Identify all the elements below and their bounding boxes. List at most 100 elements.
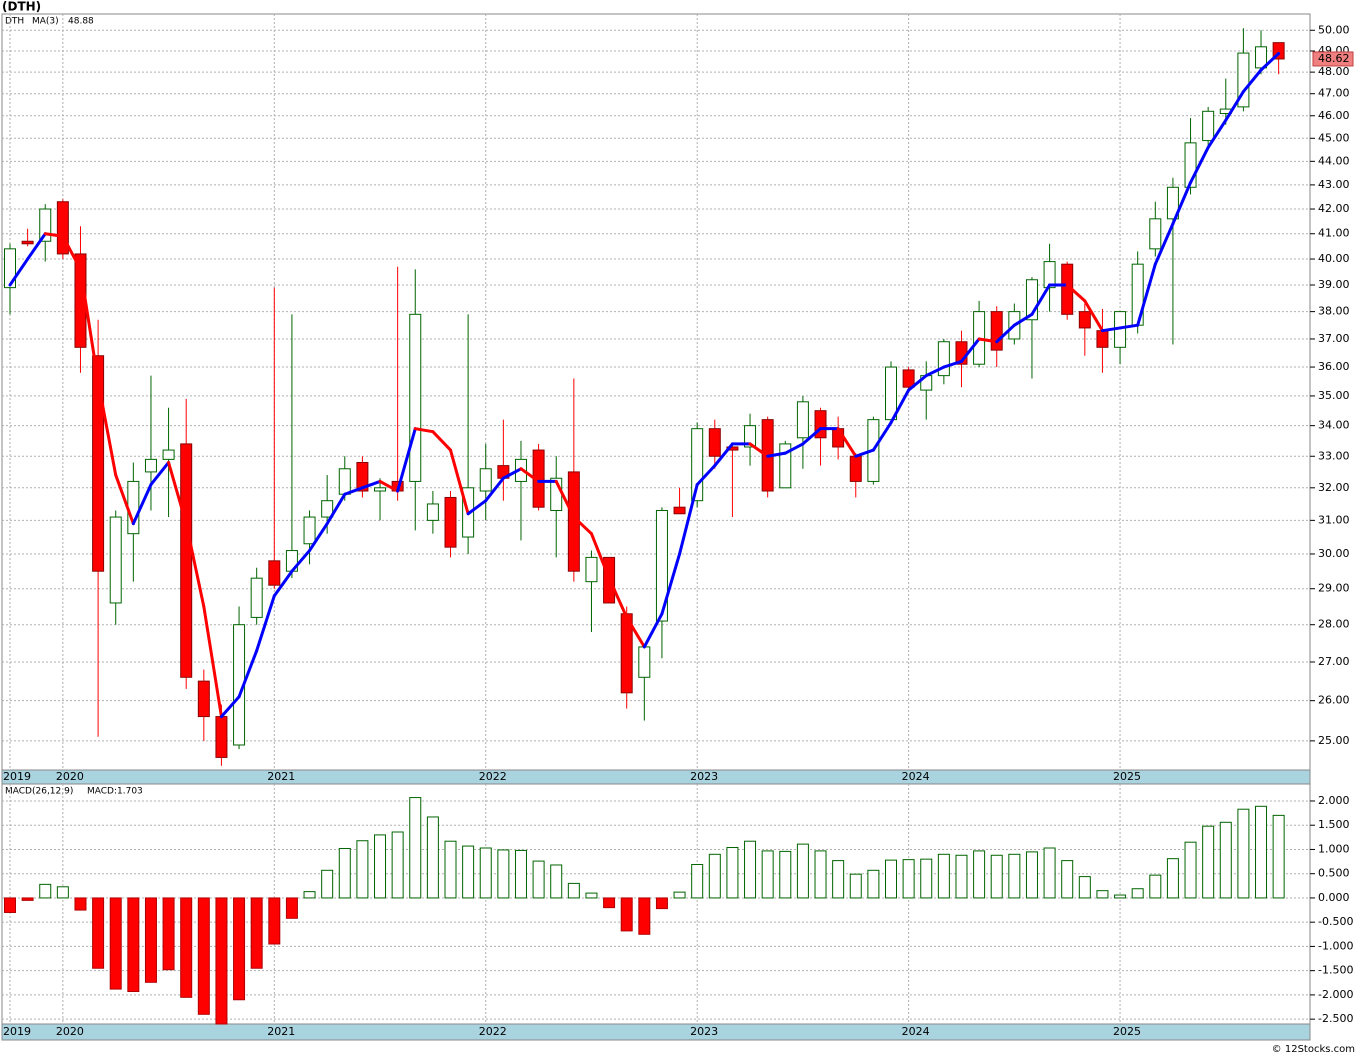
candle-body (127, 480, 140, 535)
macd-bar (990, 854, 1003, 899)
macd-bar (761, 850, 774, 899)
ma-segment (96, 379, 118, 477)
ma-segment (1030, 283, 1052, 316)
candle-body (39, 208, 52, 242)
ma-segment (184, 522, 206, 609)
macd-bar (92, 897, 105, 969)
x-axis-strip (1, 1023, 1311, 1041)
candle-body (303, 516, 316, 545)
ma-segment (1189, 145, 1210, 185)
macd-bar (832, 860, 845, 899)
macd-bar (585, 892, 598, 899)
ma-segment (149, 460, 171, 487)
macd-bar (673, 891, 686, 899)
y-tick-label: 45.00 (1318, 131, 1350, 144)
ma-segment (554, 479, 576, 519)
ma-segment (167, 460, 188, 526)
macd-bar (109, 897, 122, 990)
page-title: (DTH) (2, 0, 41, 14)
x-tick-label: 2023 (690, 770, 718, 783)
y-tick-label: 38.00 (1318, 305, 1350, 318)
ma-segment (1153, 222, 1175, 266)
ma-segment (836, 427, 858, 458)
ma-segment (625, 615, 646, 649)
ma-segment (854, 448, 875, 458)
macd-bar (479, 847, 492, 899)
ma-segment (572, 515, 593, 536)
macd-bar (268, 897, 281, 945)
macd-bar (39, 883, 52, 899)
y-tick-label: 0.500 (1318, 867, 1350, 880)
price-panel (1, 13, 1311, 771)
ma-segment (343, 486, 364, 496)
y-tick-label: 26.00 (1318, 694, 1350, 707)
macd-bar (56, 886, 69, 899)
macd-bar (885, 859, 897, 899)
candle-body (885, 366, 897, 421)
candle-body (638, 646, 651, 678)
ma-segment (413, 427, 435, 434)
y-tick-label: 48.00 (1318, 65, 1350, 78)
macd-bar (655, 897, 668, 910)
macd-bar (1114, 894, 1127, 899)
macd-bar (1184, 841, 1197, 899)
ma-segment (272, 569, 294, 598)
ma-segment (8, 257, 30, 287)
x-tick-label: 2023 (690, 1025, 718, 1038)
y-tick-label: 44.00 (1318, 154, 1350, 167)
ma-segment (642, 612, 664, 649)
candle-body (92, 355, 105, 572)
ma-segment (78, 267, 100, 383)
x-tick-label: 2025 (1113, 1025, 1141, 1038)
macd-bar (744, 840, 757, 899)
ma-segment (501, 467, 523, 480)
macd-bar (444, 840, 457, 899)
y-tick-label: 29.00 (1318, 582, 1350, 595)
candle-body (444, 496, 457, 548)
legend-symbol: DTH (5, 17, 24, 27)
macd-bar (197, 897, 210, 1015)
y-tick-label: 37.00 (1318, 332, 1350, 345)
ma-segment (1065, 283, 1087, 303)
price-tag-bg (1312, 51, 1354, 67)
macd-bar (1255, 805, 1268, 899)
macd-bar (1166, 858, 1179, 899)
macd-bar (250, 897, 263, 969)
candle-body (1078, 311, 1091, 329)
macd-bar (180, 897, 193, 998)
macd-bar (796, 843, 809, 899)
footer: © 12Stocks.com (1272, 1044, 1355, 1055)
macd-bar (321, 869, 334, 899)
ma-segment (237, 649, 259, 699)
macd-bar (867, 869, 880, 899)
macd-bar (726, 847, 739, 899)
ma-segment (290, 549, 312, 573)
candle-body (374, 487, 387, 492)
candle-body (338, 468, 351, 495)
y-tick-label: 2.000 (1318, 794, 1350, 807)
candle-body (268, 560, 281, 586)
ma-segment (924, 365, 946, 378)
ma-segment (1136, 262, 1157, 327)
ma-segment (801, 427, 823, 446)
y-tick-label: 31.00 (1318, 513, 1350, 526)
candle-body (56, 201, 69, 255)
candle-body (1166, 186, 1179, 220)
y-tick-label: -2.000 (1318, 988, 1353, 1001)
macd-bar (1078, 876, 1091, 899)
macd-bar (233, 897, 246, 1001)
candle-body (144, 458, 157, 473)
macd-bar (356, 840, 369, 899)
candle-body (356, 461, 369, 492)
y-tick-label: 43.00 (1318, 178, 1350, 191)
y-tick-label: -1.000 (1318, 939, 1353, 952)
candle-body (409, 313, 422, 482)
ma-segment (396, 427, 417, 493)
macd-bar (691, 863, 704, 899)
candle-body (796, 401, 809, 439)
x-tick-label: 2024 (902, 1025, 930, 1038)
ma-segment (131, 483, 153, 526)
candle-body (215, 716, 228, 758)
candle-body (937, 341, 950, 377)
